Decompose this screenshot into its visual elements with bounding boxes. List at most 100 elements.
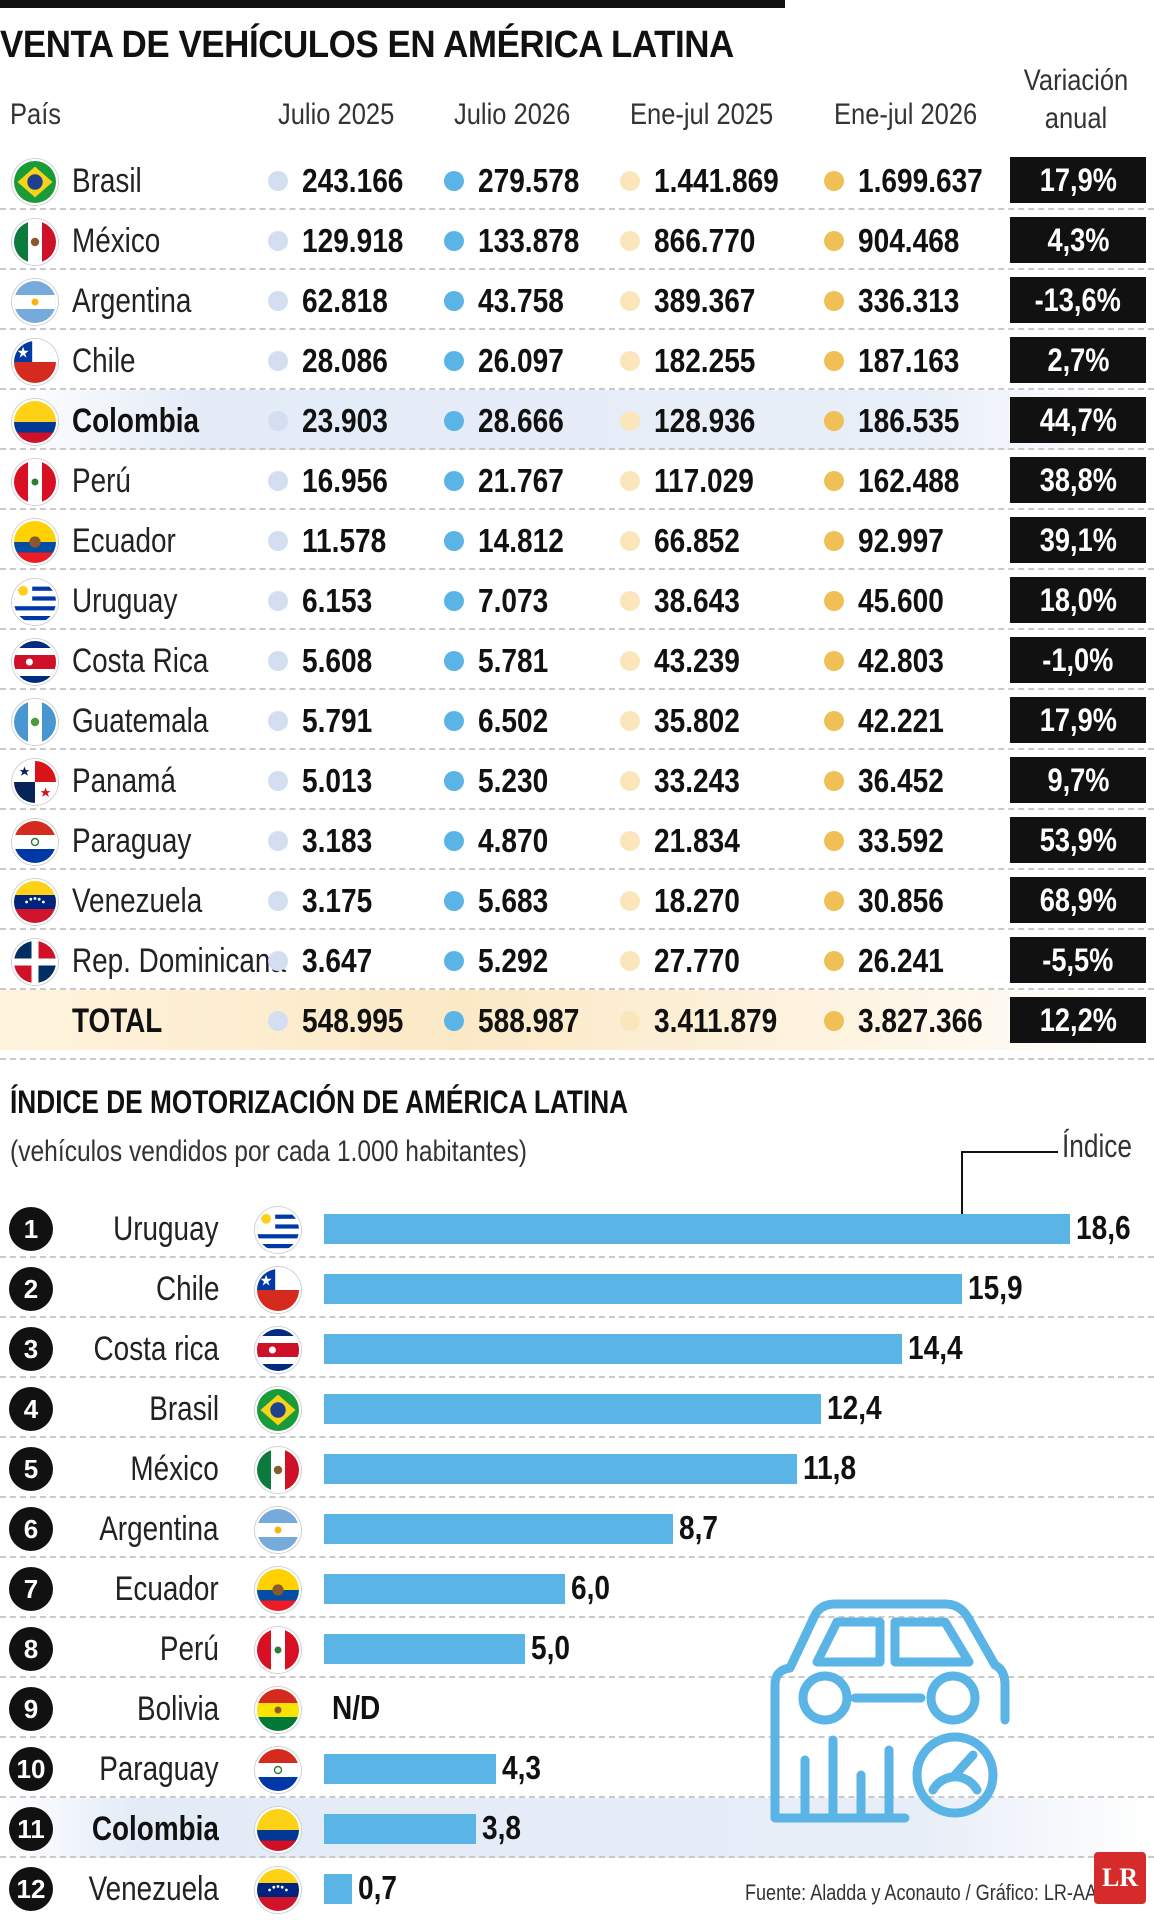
row-separator xyxy=(0,1736,1154,1738)
table-row-argentina: Argentina 62.818 43.758 389.367 336.313 -13,6… xyxy=(0,270,1154,330)
variacion-value: 9,7% xyxy=(1047,762,1109,798)
bar-value-label: N/D xyxy=(332,1689,381,1726)
section-divider xyxy=(0,1058,1154,1060)
cell-enejul-2026: 162.488 xyxy=(858,462,960,499)
enejul-2026-dot-icon xyxy=(824,351,844,371)
cell-julio-2025: 243.166 xyxy=(302,162,404,199)
bar-row-uruguay: 1 Uruguay 18,6 xyxy=(0,1198,1154,1258)
julio-2026-dot-icon xyxy=(444,951,464,971)
dominican-republic-flag-icon xyxy=(12,939,58,985)
variacion-badge: 12,2% xyxy=(1010,997,1146,1043)
cell-enejul-2025: 27.770 xyxy=(654,942,740,979)
country-name: Guatemala xyxy=(72,702,209,740)
enejul-2026-dot-icon xyxy=(824,471,844,491)
julio-2026-dot-icon xyxy=(444,651,464,671)
index-subtitle: (vehículos vendidos por cada 1.000 habit… xyxy=(10,1135,527,1168)
row-separator xyxy=(0,1616,1154,1618)
variacion-badge: 39,1% xyxy=(1010,517,1146,563)
bar-row-paraguay: 10 Paraguay 4,3 xyxy=(0,1738,1154,1798)
country-name: Chile xyxy=(72,342,136,380)
header-pais: País xyxy=(10,98,62,131)
cell-enejul-2025: 21.834 xyxy=(654,822,740,859)
cell-julio-2026: 7.073 xyxy=(478,582,549,619)
variacion-value: 39,1% xyxy=(1039,522,1117,558)
lr-logo: LR xyxy=(1094,1852,1146,1904)
variacion-value: 17,9% xyxy=(1039,702,1117,738)
cell-enejul-2025: 182.255 xyxy=(654,342,756,379)
variacion-value: -5,5% xyxy=(1042,942,1114,978)
enejul-2025-dot-icon xyxy=(620,411,640,431)
bar-row-mexico: 5 México 11,8 xyxy=(0,1438,1154,1498)
variacion-badge: 17,9% xyxy=(1010,157,1146,203)
cell-julio-2025: 3.175 xyxy=(302,882,373,919)
julio-2025-dot-icon xyxy=(268,771,288,791)
cell-julio-2025: 23.903 xyxy=(302,402,388,439)
julio-2026-dot-icon xyxy=(444,351,464,371)
cell-enejul-2026: 36.452 xyxy=(858,762,944,799)
rank-badge: 7 xyxy=(9,1567,53,1611)
venezuela-flag-icon xyxy=(255,1867,301,1913)
chile-flag-icon xyxy=(255,1267,301,1313)
row-separator xyxy=(0,1796,1154,1798)
row-separator xyxy=(0,1856,1154,1858)
row-separator xyxy=(0,1436,1154,1438)
bar-brasil xyxy=(324,1394,822,1424)
enejul-2025-dot-icon xyxy=(620,171,640,191)
row-separator xyxy=(0,268,1154,270)
enejul-2026-dot-icon xyxy=(824,651,844,671)
cell-julio-2026: 5.683 xyxy=(478,882,549,919)
variacion-value: 4,3% xyxy=(1047,222,1109,258)
variacion-badge: 17,9% xyxy=(1010,697,1146,743)
cell-enejul-2025: 38.643 xyxy=(654,582,740,619)
ecuador-flag-icon xyxy=(12,519,58,565)
cell-enejul-2026: 92.997 xyxy=(858,522,944,559)
julio-2026-dot-icon xyxy=(444,291,464,311)
julio-2025-dot-icon xyxy=(268,951,288,971)
table-row-paraguay: Paraguay 3.183 4.870 21.834 33.592 53,9% xyxy=(0,810,1154,870)
bar-category-label: Venezuela xyxy=(88,1870,219,1908)
enejul-2026-dot-icon xyxy=(824,711,844,731)
cell-julio-2026: 279.578 xyxy=(478,162,580,199)
cell-enejul-2026: 336.313 xyxy=(858,282,960,319)
enejul-2025-dot-icon xyxy=(620,351,640,371)
cell-julio-2025: 28.086 xyxy=(302,342,388,379)
bar-category-label: Perú xyxy=(160,1630,219,1668)
mexico-flag-icon xyxy=(12,219,58,265)
enejul-2025-dot-icon xyxy=(620,771,640,791)
chile-flag-icon xyxy=(12,339,58,385)
variacion-badge: 4,3% xyxy=(1010,217,1146,263)
table-row-peru: Perú 16.956 21.767 117.029 162.488 38,8% xyxy=(0,450,1154,510)
julio-2025-dot-icon xyxy=(268,471,288,491)
enejul-2026-dot-icon xyxy=(824,831,844,851)
bar-row-bolivia: 9 Bolivia N/D xyxy=(0,1678,1154,1738)
row-separator xyxy=(0,688,1154,690)
bar-value-label: 11,8 xyxy=(803,1449,857,1486)
bar-mexico xyxy=(324,1454,798,1484)
julio-2026-dot-icon xyxy=(444,531,464,551)
julio-2025-dot-icon xyxy=(268,651,288,671)
bar-value-label: 3,8 xyxy=(482,1809,522,1846)
argentina-flag-icon xyxy=(12,279,58,325)
row-separator xyxy=(0,928,1154,930)
variacion-value: 12,2% xyxy=(1039,1002,1117,1038)
row-separator xyxy=(0,568,1154,570)
costa-rica-flag-icon xyxy=(12,639,58,685)
bar-ecuador xyxy=(324,1574,565,1604)
enejul-2026-dot-icon xyxy=(824,891,844,911)
bar-row-costa-rica: 3 Costa rica 14,4 xyxy=(0,1318,1154,1378)
cell-enejul-2026: 3.827.366 xyxy=(858,1002,983,1039)
enejul-2026-dot-icon xyxy=(824,291,844,311)
julio-2025-dot-icon xyxy=(268,1011,288,1031)
cell-julio-2026: 26.097 xyxy=(478,342,564,379)
country-name: Perú xyxy=(72,462,131,500)
row-separator xyxy=(0,868,1154,870)
variacion-value: 68,9% xyxy=(1039,882,1117,918)
header-julio-2025: Julio 2025 xyxy=(278,98,395,131)
peru-flag-icon xyxy=(12,459,58,505)
enejul-2025-dot-icon xyxy=(620,531,640,551)
table-row-rep-dominicana: Rep. Dominicana 3.647 5.292 27.770 26.241 -5,… xyxy=(0,930,1154,990)
cell-enejul-2025: 43.239 xyxy=(654,642,740,679)
variacion-value: 44,7% xyxy=(1039,402,1117,438)
cell-enejul-2025: 117.029 xyxy=(654,462,754,499)
cell-julio-2025: 5.791 xyxy=(302,702,373,739)
